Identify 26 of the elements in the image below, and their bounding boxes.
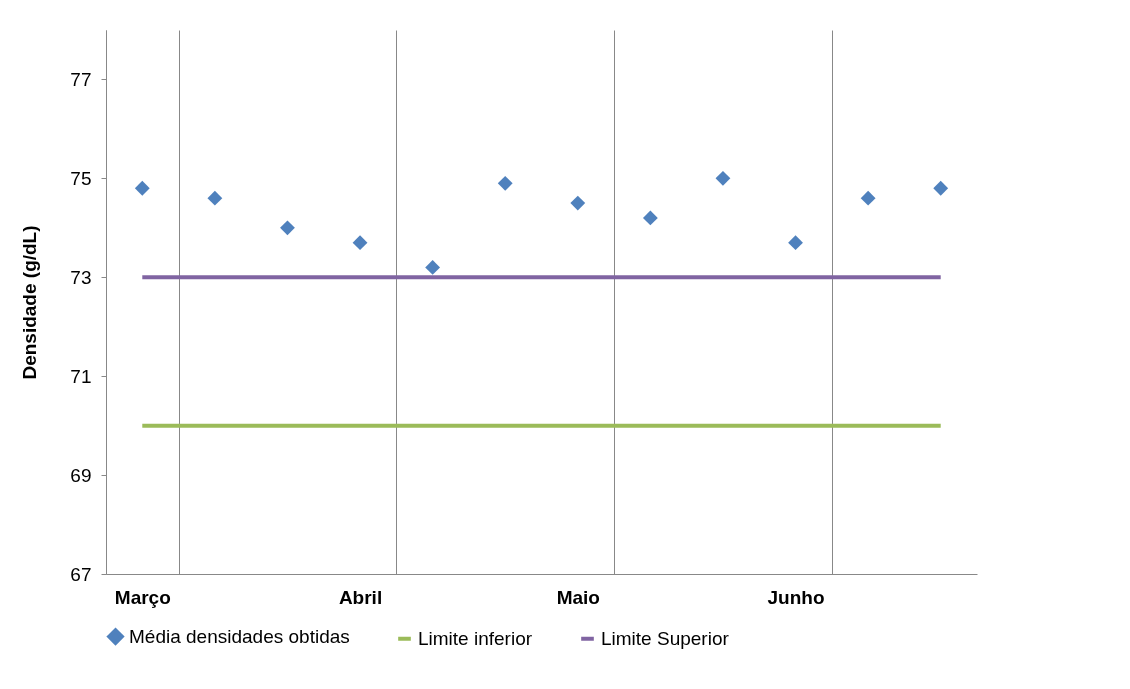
point (570, 195, 586, 211)
point (642, 210, 658, 226)
x-tick-label: Maio (556, 586, 600, 608)
y-tick-label: 67 (70, 563, 92, 585)
y-tick-label: 69 (70, 464, 92, 486)
y-tick-label: 75 (70, 167, 92, 189)
y-tick-label: 73 (70, 266, 92, 288)
y-tick-label: 77 (70, 68, 92, 90)
x-tick-label: Junho (767, 586, 825, 608)
y-axis-title: Densidade (g/dL) (19, 225, 41, 380)
legend-label: Média densidades obtidas (129, 625, 350, 647)
point (207, 190, 223, 206)
legend-label: Limite inferior (418, 627, 533, 649)
x-tick-label: Março (114, 586, 171, 608)
point (352, 235, 368, 251)
point (715, 170, 731, 186)
point (497, 175, 513, 191)
point (788, 235, 803, 251)
point (425, 259, 441, 275)
point (933, 180, 949, 196)
point (280, 220, 295, 236)
point (134, 180, 150, 196)
y-tick-label: 71 (70, 365, 92, 387)
x-tick-label: Abril (338, 586, 383, 608)
legend-label: Limite Superior (601, 627, 730, 649)
point (860, 190, 876, 206)
